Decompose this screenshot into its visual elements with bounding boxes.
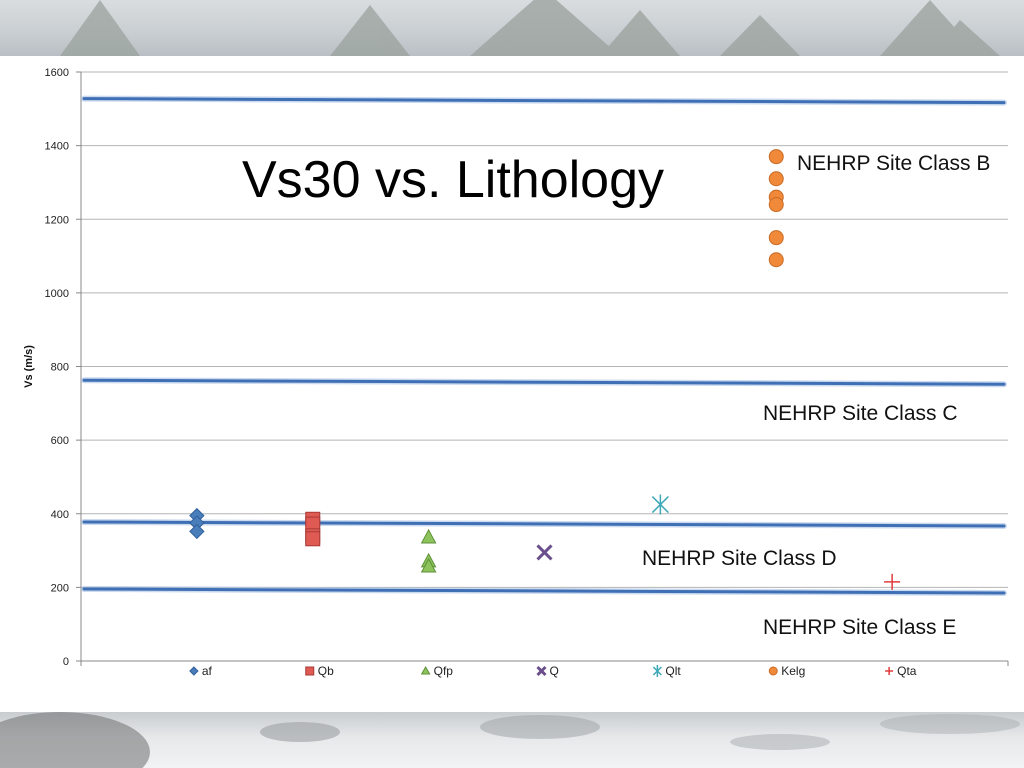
trees-silhouette (60, 0, 1000, 56)
site-class-boundary-line (82, 520, 1006, 528)
site-class-boundary-line (82, 97, 1006, 105)
legend-marker-af (189, 666, 199, 676)
site-class-label: NEHRP Site Class B (797, 152, 990, 175)
legend-marker-qta (885, 667, 894, 675)
y-tick-label: 0 (63, 656, 69, 668)
legend-marker-qb (305, 666, 315, 676)
scatter-chart: 0 200 400 600 800 1000 1200 1400 1600 Vs (m/s) af Q… (23, 67, 1009, 678)
data-point-qta (884, 573, 901, 590)
legend-marker-q (536, 665, 547, 677)
legend-marker-kelg (768, 666, 778, 676)
background-photo-top (0, 0, 1024, 56)
data-point-af (189, 523, 205, 540)
data-point-kelg (768, 230, 784, 246)
legend-marker-qfp (420, 665, 431, 675)
data-point-qlt (651, 494, 669, 515)
site-class-label: NEHRP Site Class E (763, 616, 956, 639)
legend-label: Qfp (434, 664, 454, 678)
chart-title: Vs30 vs. Lithology (242, 151, 664, 209)
y-tick-label: 1600 (45, 67, 69, 79)
site-class-boundary-line (82, 587, 1006, 595)
y-tick-label: 400 (51, 509, 69, 521)
chart-area: 0 200 400 600 800 1000 1200 1400 1600 Vs (m/s) af Q… (0, 56, 1024, 712)
data-point-qfp (420, 528, 437, 544)
y-tick-label: 1200 (45, 214, 69, 226)
data-point-kelg (768, 252, 784, 268)
data-point-q (536, 544, 553, 561)
data-point-kelg (768, 197, 784, 213)
y-tick-label: 600 (51, 435, 69, 447)
data-point-qfp (420, 557, 437, 573)
snow-ground (0, 712, 1020, 768)
data-point-kelg (768, 149, 784, 165)
legend-label: Kelg (781, 664, 805, 678)
site-class-boundary-line (82, 378, 1006, 386)
y-axis-label: Vs (m/s) (23, 345, 35, 388)
legend-marker-qlt (652, 665, 662, 677)
site-class-label: NEHRP Site Class C (763, 402, 958, 425)
legend-label: Qb (318, 664, 334, 678)
y-tick-label: 800 (51, 362, 69, 374)
site-class-label: NEHRP Site Class D (642, 547, 837, 570)
y-tick-label: 200 (51, 582, 69, 594)
legend-label: Q (550, 664, 559, 678)
legend-label: af (202, 664, 213, 678)
background-photo-bottom (0, 712, 1024, 768)
y-tick-label: 1000 (45, 288, 69, 300)
data-point-qb (305, 531, 321, 547)
legend-label: Qta (897, 664, 917, 678)
data-point-kelg (768, 171, 784, 187)
y-tick-label: 1400 (45, 141, 69, 153)
legend-label: Qlt (665, 664, 681, 678)
